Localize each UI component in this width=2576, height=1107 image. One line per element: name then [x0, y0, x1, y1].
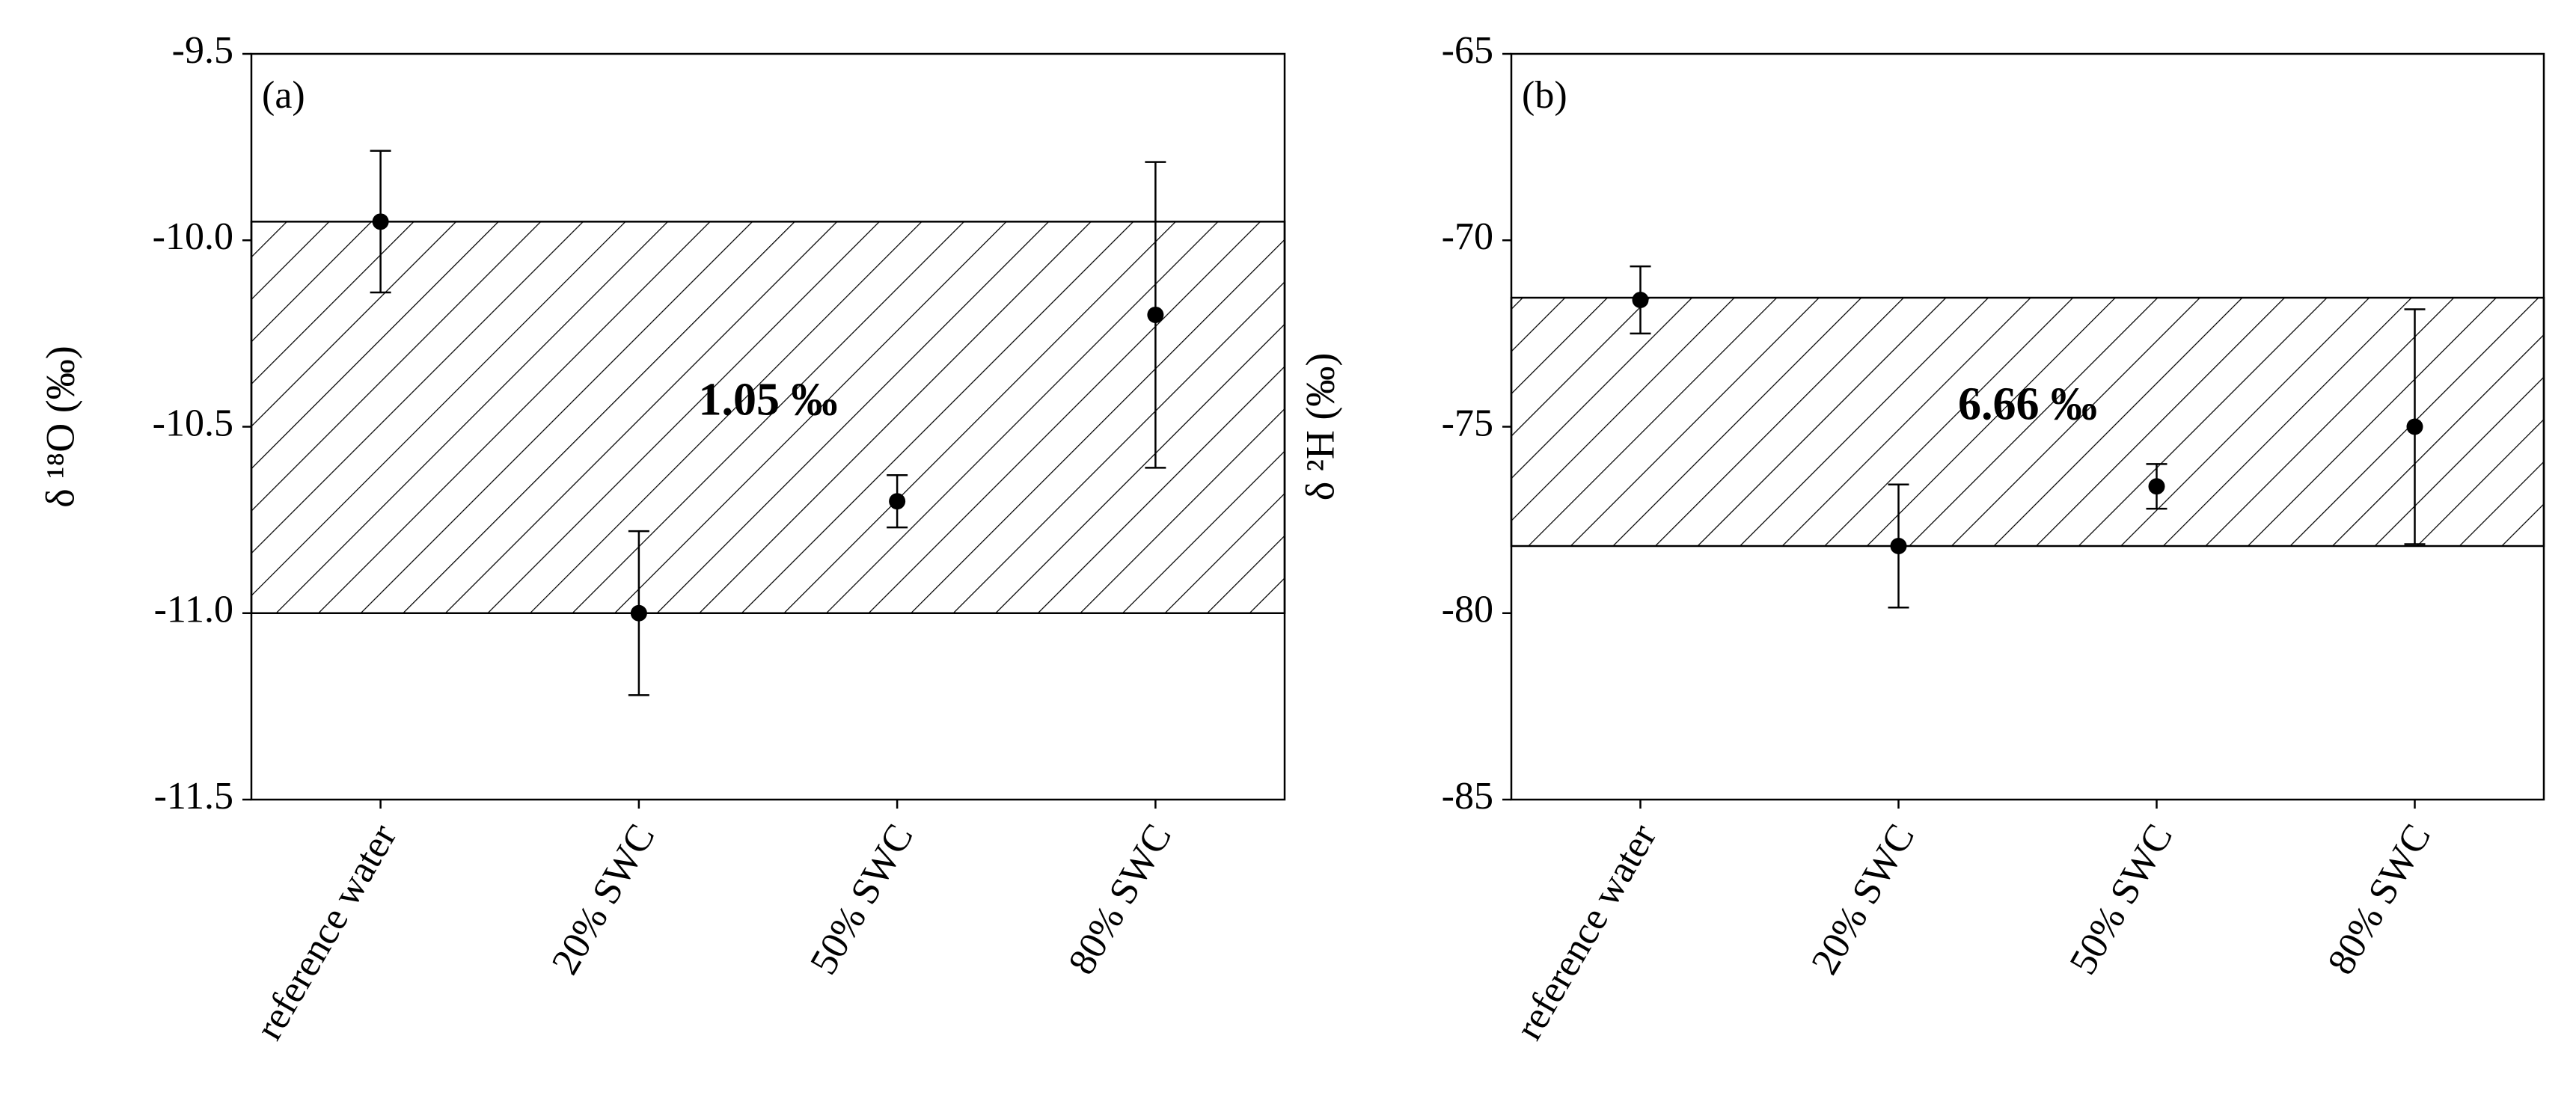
- x-tick-label: reference water: [248, 817, 405, 1046]
- y-axis-title: δ ¹⁸O (‰): [37, 346, 82, 507]
- panel-label: (b): [1522, 74, 1567, 117]
- y-tick-label: -75: [1442, 402, 1493, 444]
- y-tick-label: -85: [1442, 775, 1493, 818]
- x-tick-label: reference water: [1508, 817, 1665, 1046]
- y-tick-label: -11.0: [154, 589, 233, 631]
- y-tick-label: -80: [1442, 589, 1493, 631]
- x-tick-label: 80% SWC: [1060, 817, 1180, 981]
- x-tick-label: 20% SWC: [544, 817, 664, 981]
- y-tick-label: -9.5: [172, 29, 233, 72]
- y-tick-label: -65: [1442, 29, 1493, 72]
- data-point: [1632, 292, 1649, 309]
- y-tick-label: -70: [1442, 215, 1493, 258]
- panel-label: (a): [262, 74, 305, 117]
- data-point: [889, 493, 906, 510]
- data-point: [2148, 478, 2165, 495]
- data-point: [1890, 538, 1907, 555]
- data-point: [1147, 306, 1164, 323]
- x-tick-label: 80% SWC: [2319, 817, 2439, 981]
- y-tick-label: -10.0: [153, 215, 233, 258]
- y-tick-label: -10.5: [153, 402, 233, 444]
- x-tick-label: 50% SWC: [2061, 817, 2181, 981]
- range-band: [250, 221, 1286, 614]
- band-label: 1.05 ‰: [699, 374, 838, 425]
- range-band: [1510, 296, 2545, 548]
- y-axis-title: δ ²H (‰): [1297, 353, 1342, 501]
- y-tick-label: -11.5: [154, 775, 233, 818]
- data-point: [372, 213, 389, 230]
- data-point: [630, 604, 647, 622]
- x-tick-label: 50% SWC: [802, 817, 922, 981]
- data-point: [2406, 418, 2423, 435]
- band-label: 6.66 ‰: [1958, 378, 2097, 429]
- x-tick-label: 20% SWC: [1803, 817, 1923, 981]
